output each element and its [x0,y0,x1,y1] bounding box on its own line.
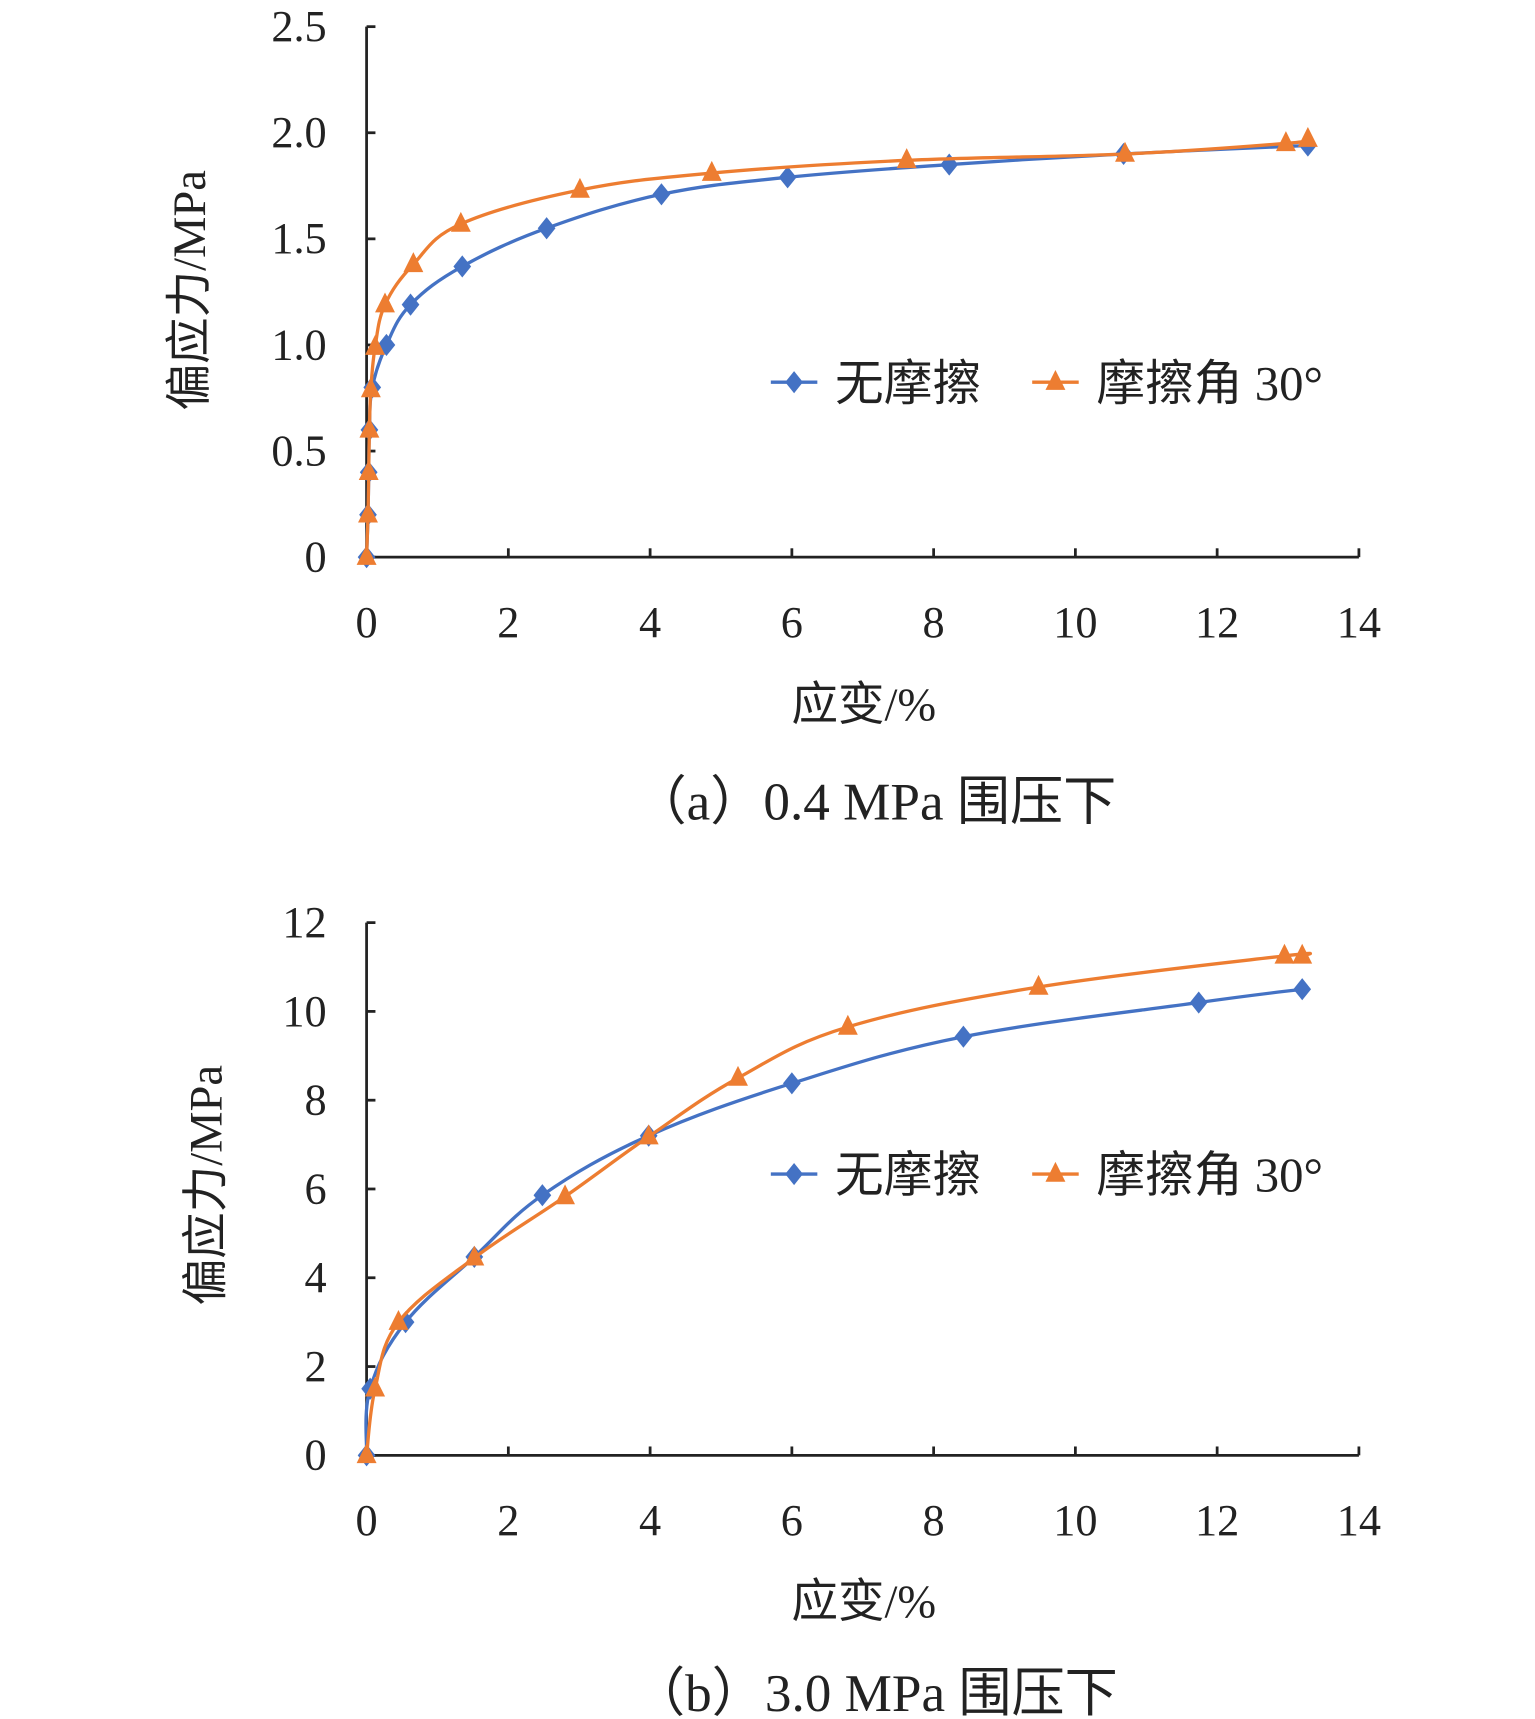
y-tick-label: 0.5 [271,426,326,475]
legend-triangle-icon [1045,369,1066,390]
data-point-diamond [940,153,959,176]
data-point-triangle [403,252,424,273]
data-point-diamond [533,1184,552,1207]
data-point-triangle [375,292,395,313]
legend-item-no-friction: 无摩擦 [770,1149,981,1203]
series-no-friction [357,978,1312,1467]
y-tick-label: 1.0 [271,320,326,369]
data-point-diamond [954,1025,973,1048]
data-point-triangle [638,1124,659,1145]
data-point-triangle [569,177,590,198]
y-tick-label: 10 [282,987,326,1036]
x-tick-label: 8 [923,1496,945,1545]
y-tick-label: 12 [282,898,326,947]
x-tick-label: 0 [356,598,378,647]
data-point-diamond [453,255,472,278]
x-tick-label: 4 [639,1496,661,1545]
data-point-diamond [652,183,671,206]
data-point-triangle [464,1245,485,1266]
data-point-triangle [358,502,378,523]
legend-diamond-icon [785,1162,803,1186]
data-point-triangle [896,148,917,169]
legend-label: 摩擦角 30° [1096,1149,1323,1203]
data-point-diamond [401,293,420,316]
x-tick-label: 2 [497,1496,519,1545]
x-tick-label: 4 [639,598,661,647]
y-axis-label: 偏应力/MPa [182,1065,233,1305]
series-line [364,951,1312,1456]
data-point-triangle [1275,131,1296,152]
y-axis-label: 偏应力/MPa [165,170,216,410]
series-line [364,987,1303,1456]
x-tick-label: 10 [1053,1496,1097,1545]
data-point-triangle [1292,943,1313,964]
legend-item-friction-30: 摩擦角 30° [1032,357,1323,411]
legend-label: 无摩擦 [835,1149,981,1203]
y-tick-label: 4 [305,1253,327,1302]
legend-label: 摩擦角 30° [1096,357,1323,411]
legend-diamond-icon [785,371,803,394]
series-friction-30 [356,943,1313,1464]
y-tick-label: 2.0 [271,108,326,157]
data-point-triangle [1274,943,1295,964]
x-tick-label: 10 [1053,598,1097,647]
x-axis-label: 应变/% [792,1576,937,1628]
data-point-diamond [783,1072,801,1095]
series-friction-30 [356,126,1318,565]
y-tick-label: 6 [305,1164,327,1213]
data-point-diamond [537,217,556,240]
legend-item-no-friction: 无摩擦 [770,357,981,411]
x-tick-label: 12 [1195,1496,1239,1545]
legend-item-friction-30: 摩擦角 30° [1032,1149,1323,1203]
x-tick-label: 6 [781,1496,803,1545]
data-point-diamond [1189,991,1208,1014]
y-tick-label: 0 [305,1431,327,1480]
data-point-diamond [1293,978,1312,1001]
x-tick-label: 6 [781,598,803,647]
x-axis-label: 应变/% [792,679,937,731]
data-point-triangle [388,1309,409,1330]
series-line [364,137,1310,558]
data-point-triangle [358,460,379,481]
x-tick-label: 8 [923,598,945,647]
data-point-diamond [778,166,797,189]
y-tick-label: 1.5 [271,214,326,263]
data-point-triangle [1297,126,1318,147]
series-no-friction [357,134,1317,569]
chart-caption: （a）0.4 MPa 围压下 [634,774,1117,832]
chart-a: 0 2 4 6 8 10 12 14 0 0.5 1.0 1.5 2.0 2.5 应变/% 偏应力/MPa （a… [165,2,1381,832]
chart-caption: （b）3.0 MPa 围压下 [632,1665,1118,1719]
data-point-triangle [1028,974,1049,995]
y-tick-label: 0 [305,533,327,582]
data-point-triangle [701,160,722,181]
x-tick-label: 0 [356,1496,378,1545]
data-point-triangle [555,1184,576,1205]
data-point-triangle [359,417,380,438]
legend-triangle-icon [1045,1161,1066,1182]
data-point-triangle [837,1014,858,1035]
x-tick-label: 14 [1337,1496,1381,1545]
y-tick-label: 8 [305,1076,327,1125]
chart-b: 0 2 4 6 8 10 12 14 0 2 4 6 8 10 12 应变/% 偏应力/MPa （b）3.0 MP… [182,898,1382,1719]
data-point-triangle [356,544,377,565]
data-point-triangle [450,211,471,232]
y-tick-label: 2 [305,1342,327,1391]
y-tick-label: 2.5 [271,2,326,51]
x-tick-label: 12 [1195,598,1239,647]
data-point-triangle [1115,141,1135,162]
data-point-triangle [365,334,386,355]
x-tick-label: 14 [1337,598,1381,647]
data-point-triangle [365,1376,386,1397]
data-point-triangle [360,377,381,398]
data-point-triangle [728,1065,748,1086]
data-point-triangle [356,1443,377,1464]
x-tick-label: 2 [497,598,519,647]
legend-label: 无摩擦 [835,357,981,411]
